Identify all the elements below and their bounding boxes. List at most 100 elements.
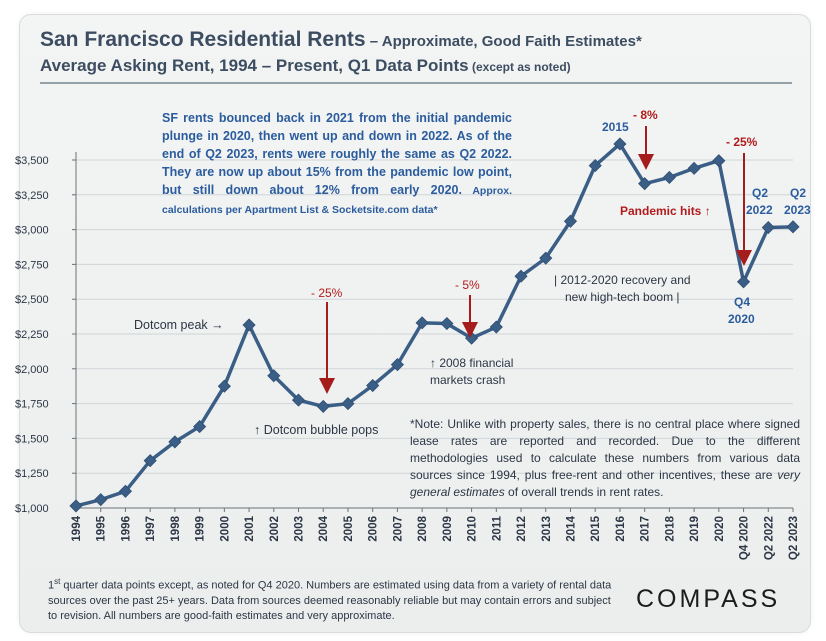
x-tick-label: 2003 — [294, 516, 306, 542]
compass-logo: COMPASS — [636, 585, 781, 613]
x-tick-label: 1995 — [96, 515, 108, 541]
crash-label-line2: markets crash — [430, 373, 506, 387]
x-tick-label: 1999 — [195, 516, 207, 542]
data-point — [514, 269, 528, 283]
x-tick-label: 2020 — [714, 516, 726, 542]
x-tick-label: 2013 — [541, 516, 553, 542]
data-point — [390, 358, 404, 372]
x-tick-label: 2006 — [368, 516, 380, 542]
x-tick-label: Q2 2022 — [763, 516, 775, 560]
data-point — [69, 499, 83, 513]
data-point — [736, 275, 751, 289]
x-tick-label: 2008 — [417, 515, 429, 541]
y-tick-label: $2,750 — [15, 259, 49, 271]
q2-2023-label-line1: Q2 — [790, 186, 807, 200]
data-point — [366, 378, 380, 393]
x-tick-label: 2019 — [689, 516, 701, 542]
note-tail: of overall trends in rent rates. — [504, 485, 664, 499]
intro-source-note: Approx. calculations per Apartment List … — [162, 185, 512, 216]
dotcom-peak-label: Dotcom peak → — [134, 318, 224, 332]
y-tick-label: $2,000 — [15, 364, 49, 376]
x-tick-label: 2007 — [392, 516, 404, 542]
data-point — [94, 493, 108, 507]
data-point — [168, 435, 182, 449]
y-tick-label: $1,750 — [15, 399, 49, 411]
data-point — [613, 137, 627, 151]
q2-2022-label-line1: Q2 — [752, 186, 769, 200]
data-point — [489, 320, 503, 334]
label-2015: 2015 — [602, 120, 629, 134]
data-point — [291, 393, 306, 407]
methodology-note: *Note: Unlike with property sales, there… — [410, 416, 800, 501]
data-point — [193, 420, 207, 434]
title-block: San Francisco Residential Rents – Approx… — [40, 28, 730, 76]
q2-2023-label-line2: 2023 — [784, 203, 811, 217]
y-tick-label: $3,250 — [15, 190, 49, 202]
x-tick-label: 2015 — [590, 515, 602, 541]
footnote: 1st quarter data points except, as noted… — [48, 574, 614, 624]
x-tick-label: 2010 — [467, 516, 479, 542]
note-emphasis: very general estimates — [410, 468, 800, 499]
chart-title: San Francisco Residential Rents – Approx… — [40, 28, 730, 52]
x-tick-label: 2014 — [565, 515, 577, 541]
y-tick-label: $1,500 — [15, 433, 49, 445]
x-tick-label: 1998 — [170, 515, 182, 541]
data-point — [316, 399, 330, 413]
data-point — [143, 454, 157, 468]
footnote-lead: 1 — [48, 579, 55, 592]
x-tick-label: 2011 — [491, 515, 503, 541]
x-tick-label: Q2 2023 — [788, 516, 800, 560]
y-tick-label: $2,250 — [15, 329, 49, 341]
title-divider — [40, 82, 792, 84]
data-point — [563, 214, 578, 228]
footnote-sup: st — [54, 577, 61, 586]
data-point — [638, 177, 652, 191]
footnote-text: quarter data points except, as noted for… — [48, 579, 612, 622]
note-text: *Note: Unlike with property sales, there… — [410, 417, 800, 482]
q4-2020-label-line1: Q4 — [734, 295, 751, 309]
y-tick-label: $3,000 — [15, 225, 49, 237]
y-tick-label: $1,000 — [15, 503, 49, 515]
subtitle-note: (except as noted) — [468, 60, 571, 74]
y-tick-label: $2,500 — [15, 294, 49, 306]
data-point — [415, 316, 429, 330]
x-tick-label: 2004 — [318, 515, 330, 541]
data-point — [539, 251, 553, 265]
y-tick-label: $1,250 — [15, 468, 49, 480]
data-point — [242, 318, 256, 332]
subtitle-text: Average Asking Rent, 1994 – Present, Q1 … — [40, 56, 469, 75]
x-tick-label: 1997 — [145, 516, 157, 542]
recovery-label-line2: new high-tech boom | — [565, 290, 680, 304]
dotcom-bubble-label: ↑ Dotcom bubble pops — [254, 423, 379, 437]
x-tick-label: 2000 — [219, 516, 231, 542]
title-text: San Francisco Residential Rents — [40, 28, 366, 51]
data-point — [761, 220, 775, 235]
data-point — [588, 159, 602, 173]
q2-2022-label-line2: 2022 — [746, 203, 773, 217]
data-point — [687, 161, 701, 175]
data-point — [217, 379, 231, 393]
y-tick-label: $3,500 — [15, 155, 49, 167]
title-suffix: – Approximate, Good Faith Estimates* — [365, 33, 642, 50]
x-tick-label: 2018 — [664, 515, 676, 541]
intro-paragraph: SF rents bounced back in 2021 from the i… — [162, 109, 512, 219]
x-tick-label: Q4 2020 — [739, 516, 751, 560]
x-tick-label: 2016 — [615, 516, 627, 542]
data-point — [341, 397, 355, 411]
x-tick-label: 2012 — [516, 516, 528, 542]
x-tick-label: 2017 — [640, 516, 652, 542]
intro-text: SF rents bounced back in 2021 from the i… — [162, 111, 512, 197]
chart-subtitle: Average Asking Rent, 1994 – Present, Q1 … — [40, 56, 730, 76]
q4-2020-label-line2: 2020 — [728, 312, 755, 326]
x-tick-label: 2005 — [343, 515, 355, 541]
slide-background — [19, 14, 811, 633]
data-point — [662, 170, 676, 184]
data-point — [440, 316, 454, 331]
x-tick-label: 2002 — [269, 516, 281, 542]
data-point — [118, 484, 133, 498]
pandemic-label: Pandemic hits ↑ — [620, 204, 711, 218]
drop-2004-label: - 25% — [311, 286, 343, 300]
recovery-label-line1: | 2012-2020 recovery and — [554, 273, 691, 287]
x-tick-label: 1994 — [71, 515, 83, 541]
